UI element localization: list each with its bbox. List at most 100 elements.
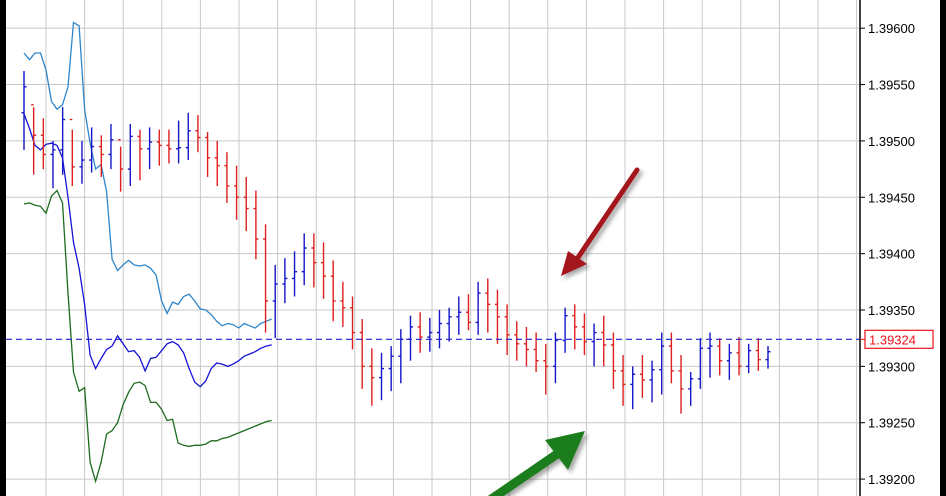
price-bar (272, 264, 278, 339)
price-bar (639, 355, 645, 398)
price-bar (292, 251, 298, 297)
price-bar (185, 112, 191, 161)
current-price-box (864, 329, 934, 349)
price-bar (562, 307, 568, 353)
price-bar (707, 332, 713, 378)
current-price-label: 1.39324 (869, 332, 916, 347)
price-bar (630, 366, 636, 410)
price-bar (359, 319, 365, 389)
price-bar (234, 165, 240, 220)
price-bar (137, 129, 143, 181)
tick-label: 1.39550 (868, 78, 915, 93)
upper-band-line (23, 21, 272, 329)
tick-label: 1.39350 (868, 303, 915, 318)
price-bar (166, 129, 172, 164)
price-bar (369, 348, 375, 406)
price-bar (446, 307, 452, 342)
bands (23, 21, 272, 484)
price-bar (21, 71, 27, 150)
price-bar (127, 124, 133, 186)
tick-label: 1.39500 (868, 134, 915, 149)
tick-label: 1.39250 (868, 416, 915, 431)
y-axis: 1.39600 1.39550 1.39500 1.39450 1.39400 1.393… (859, 0, 946, 496)
price-bar (108, 124, 114, 170)
price-bar (765, 346, 771, 369)
price-axis (860, 0, 940, 496)
price-bar (649, 360, 655, 403)
price-bars (21, 71, 771, 414)
price-bar (89, 127, 95, 173)
price-bar (263, 224, 269, 333)
price-bar (494, 289, 500, 344)
price-bar (156, 129, 162, 166)
price-bar (697, 338, 703, 389)
price-bar (50, 140, 56, 189)
price-bar (98, 135, 104, 177)
red-arrow (561, 167, 640, 276)
price-bar (379, 352, 385, 401)
lower-band-line (23, 189, 272, 484)
plot-area (6, 0, 860, 496)
middle-band-line (23, 113, 272, 388)
price-bar (243, 176, 249, 232)
price-bar (330, 260, 336, 322)
tick-label: 1.39600 (868, 21, 915, 36)
price-bar (601, 315, 607, 367)
price-bar (620, 355, 626, 406)
price-bar (456, 296, 462, 335)
price-bar (736, 337, 742, 376)
price-bar (746, 343, 752, 374)
price-bar (176, 120, 182, 164)
price-bar (659, 332, 665, 395)
price-bar (717, 338, 723, 376)
price-bar (417, 312, 423, 353)
price-bar (427, 317, 433, 352)
price-bar (504, 304, 510, 356)
price-bar (475, 281, 481, 335)
price-bar (572, 304, 578, 350)
price-bar (40, 118, 46, 170)
frame-edge (940, 0, 946, 496)
tick-label: 1.39200 (868, 472, 915, 487)
price-bar (69, 118, 75, 186)
price-bar (688, 372, 694, 406)
price-bar (591, 323, 597, 367)
tick-label: 1.39450 (868, 190, 915, 205)
price-bar (321, 242, 327, 299)
price-bar (436, 310, 442, 349)
price-bar (668, 332, 674, 384)
price-bar (214, 140, 220, 186)
price-bar (224, 152, 230, 203)
price-bar (465, 294, 471, 331)
price-bar (678, 355, 684, 414)
price-bar (388, 346, 394, 392)
green-arrow (487, 431, 585, 496)
price-bar (282, 258, 288, 304)
price-bar (118, 139, 124, 192)
price-bar (610, 332, 616, 389)
price-bar (755, 338, 761, 371)
price-bar (195, 114, 201, 153)
price-bar (523, 326, 529, 367)
price-bar (485, 278, 491, 333)
price-bar (340, 281, 346, 327)
grid (6, 0, 860, 496)
price-bar (581, 313, 587, 356)
overlays (6, 167, 860, 496)
price-bar (253, 190, 259, 260)
price-bar (350, 296, 356, 350)
price-bar (311, 233, 317, 288)
price-bar (79, 140, 85, 184)
tick-label: 1.39400 (868, 247, 915, 262)
price-bar (60, 107, 66, 175)
price-bar (205, 131, 211, 177)
price-bar (543, 343, 549, 395)
tick-label: 1.39300 (868, 359, 915, 374)
price-bar (147, 127, 153, 170)
price-bar (514, 321, 520, 361)
price-bar (552, 332, 558, 384)
price-bar (31, 104, 37, 175)
price-bar (726, 343, 732, 380)
